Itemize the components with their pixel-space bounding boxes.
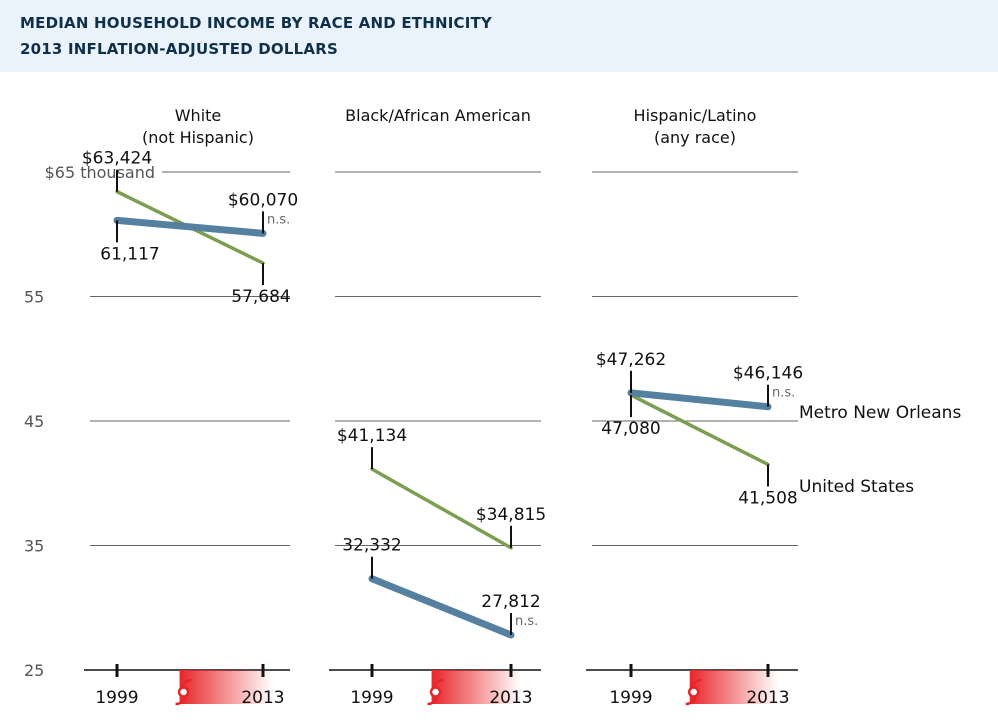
hurricane-icon [429, 686, 442, 698]
data-label: $63,424 [82, 149, 152, 169]
ns-label: n.s. [515, 614, 538, 629]
series-line-metro [113, 216, 267, 237]
y-tick-label: 25 [24, 661, 44, 680]
data-label: $47,262 [596, 350, 666, 370]
chart-subtitle: 2013 INFLATION-ADJUSTED DOLLARS [20, 40, 338, 58]
panel-title: Black/African American [345, 106, 531, 125]
x-tick-label: 1999 [350, 688, 393, 708]
y-tick-label: 55 [24, 288, 44, 307]
x-tick-label: 1999 [95, 688, 138, 708]
data-label: $41,134 [337, 426, 407, 446]
hurricane-icon-arm [432, 678, 444, 687]
hurricane-icon-arm [175, 697, 187, 706]
hurricane-icon [177, 686, 190, 698]
ns-label: n.s. [772, 386, 795, 401]
panel-title: (any race) [654, 128, 736, 147]
hurricane-icon-arm [180, 678, 192, 687]
data-label: 47,080 [601, 419, 660, 439]
hurricane-icon-arm [685, 697, 697, 706]
data-label: $60,070 [228, 190, 298, 210]
y-tick-label: 35 [24, 537, 44, 556]
data-label: $34,815 [476, 505, 546, 525]
data-label: 32,332 [342, 536, 401, 556]
series-line-us [629, 393, 770, 467]
legend-us: United States [799, 477, 914, 497]
x-tick-label: 2013 [241, 688, 284, 708]
x-tick-label: 2013 [746, 688, 789, 708]
hurricane-band [689, 670, 778, 704]
x-tick-label: 1999 [609, 688, 652, 708]
panel-title: Hispanic/Latino [634, 106, 757, 125]
data-label: 61,117 [100, 244, 159, 264]
data-label: $46,146 [733, 364, 803, 384]
hurricane-icon-arm [690, 678, 702, 687]
hurricane-icon-arm [427, 697, 439, 706]
hurricane-band [179, 670, 273, 704]
ns-label: n.s. [267, 212, 290, 227]
panel-title: White [175, 106, 222, 125]
hurricane-band [431, 670, 521, 704]
chart-title: MEDIAN HOUSEHOLD INCOME BY RACE AND ETHN… [20, 14, 492, 32]
data-label: 41,508 [738, 488, 797, 508]
series-line-us [370, 467, 513, 550]
header: MEDIAN HOUSEHOLD INCOME BY RACE AND ETHN… [0, 0, 998, 72]
y-tick-label: 45 [24, 412, 44, 431]
series-line-metro [627, 389, 772, 411]
panel-title: (not Hispanic) [142, 128, 254, 147]
x-tick-label: 2013 [489, 688, 532, 708]
data-label: 57,684 [231, 287, 290, 307]
hurricane-icon [687, 686, 700, 698]
series-line-metro [368, 575, 515, 639]
legend-metro: Metro New Orleans [799, 403, 961, 423]
data-label: 27,812 [481, 592, 540, 612]
y-tick-label: $65 thousand [45, 163, 155, 182]
